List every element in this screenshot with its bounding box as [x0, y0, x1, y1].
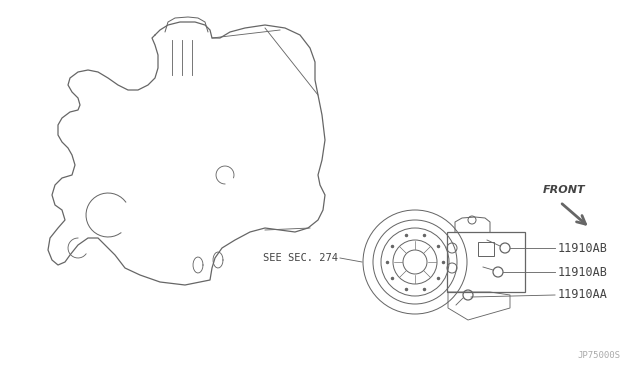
Text: 11910AB: 11910AB — [558, 266, 608, 279]
Text: SEE SEC. 274: SEE SEC. 274 — [263, 253, 338, 263]
Text: JP75000S: JP75000S — [577, 351, 620, 360]
Bar — [447, 232, 525, 292]
Text: 11910AB: 11910AB — [558, 241, 608, 254]
Bar — [478, 242, 494, 256]
Text: FRONT: FRONT — [543, 185, 586, 195]
Text: 11910AA: 11910AA — [558, 289, 608, 301]
